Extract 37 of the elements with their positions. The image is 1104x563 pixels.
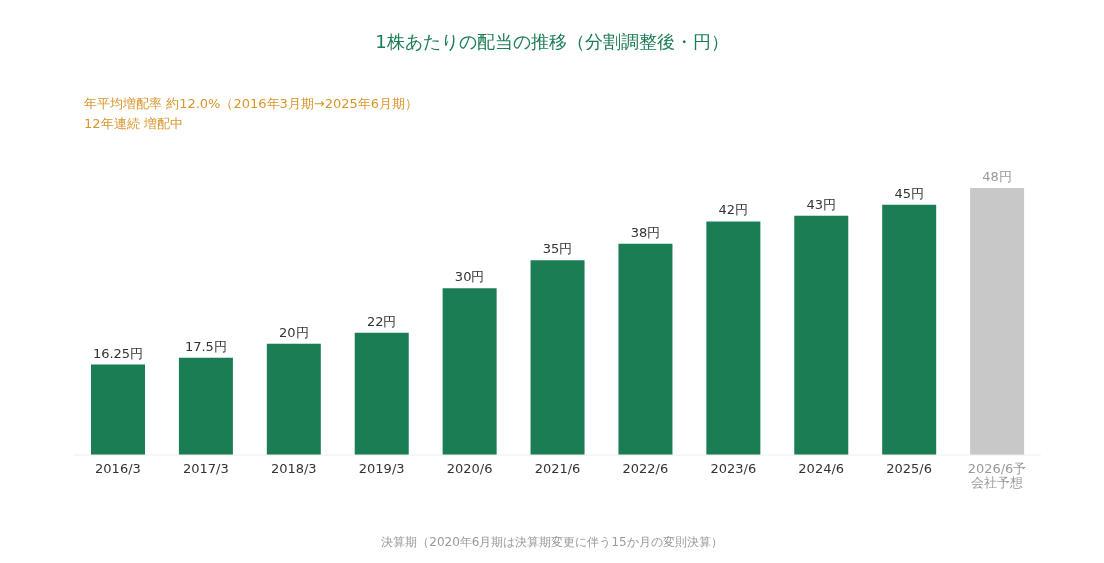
x-tick-label: 2022/6 [622, 461, 669, 476]
x-tick-label: 2024/6 [798, 461, 845, 476]
bar [266, 343, 321, 455]
x-tick-label: 2025/6 [886, 461, 933, 476]
x-tick-label: 2019/3 [358, 461, 405, 476]
bar [706, 221, 761, 455]
data-label: 16.25円 [92, 345, 144, 361]
x-tick-label: 2017/3 [182, 461, 229, 476]
data-label: 20円 [279, 324, 309, 340]
bar [354, 332, 409, 455]
data-label: 35円 [542, 241, 573, 257]
data-label: 22円 [366, 313, 397, 329]
data-label: 48円 [982, 169, 1012, 184]
bar [618, 243, 673, 455]
bar [882, 204, 937, 455]
data-label: 42円 [718, 202, 749, 218]
bar [91, 364, 145, 455]
data-label: 43円 [806, 196, 837, 212]
bar [530, 260, 585, 455]
x-tick-label: 2020/6 [446, 461, 493, 476]
data-label: 45円 [894, 185, 924, 201]
x-tick-label: 2018/3 [270, 461, 317, 476]
data-label: 38円 [630, 224, 661, 240]
data-label: 30円 [454, 269, 485, 285]
x-tick-label: 2023/6 [710, 461, 757, 476]
data-label: 17.5円 [184, 338, 227, 354]
chart-title: 1株あたりの配当の推移（分割調整後・円） [374, 30, 730, 54]
x-tick-label: 2021/6 [534, 461, 581, 476]
bar [442, 288, 497, 455]
bar [794, 215, 849, 455]
text: 年平均増配率 約12.0%（2016年3月期→2025年6月期） [84, 95, 419, 113]
bar [178, 357, 233, 455]
text: 12年連続 増配中 [84, 115, 184, 133]
bar [970, 188, 1025, 455]
x-tick-label: 2016/3 [95, 461, 141, 476]
x-tick-label: 2026/6予会社予想 [967, 461, 1027, 490]
text: 決算期（2020年6月期は決算期変更に伴う15か月の変則決算） [380, 534, 724, 551]
